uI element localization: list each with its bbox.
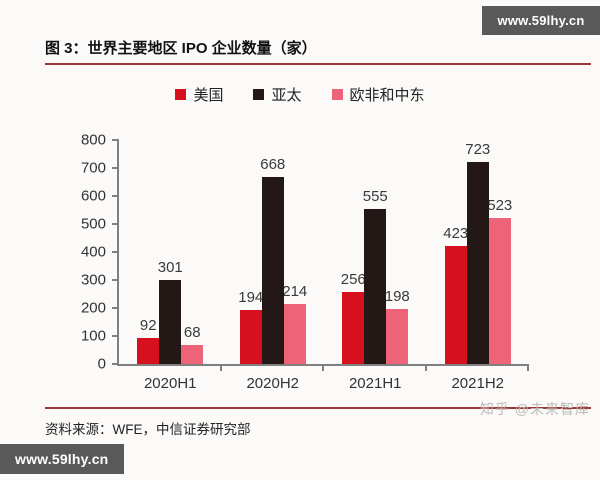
- bar-value-label: 723: [465, 140, 491, 158]
- y-axis-tick: [112, 279, 119, 281]
- y-axis-tick: [112, 139, 119, 141]
- bar-wrap: 723: [465, 142, 490, 364]
- bar-value-label: 668: [260, 155, 286, 173]
- legend-swatch-icon: [253, 89, 265, 100]
- bar-value-label: 256: [340, 271, 366, 289]
- legend-label: 亚太: [271, 87, 302, 104]
- bar-value-label: 214: [282, 283, 308, 301]
- bar-group-bars: 92 301 68: [137, 140, 204, 364]
- bar-欧非和中东-2021h2: [488, 217, 511, 364]
- bar-wrap: 423: [443, 226, 468, 364]
- bar-欧非和中东-2021h1: [386, 308, 409, 364]
- bar-wrap: 198: [385, 289, 410, 364]
- figure-title: 图 3：世界主要地区 IPO 企业数量（家）: [45, 37, 591, 65]
- bar-value-label: 301: [157, 258, 183, 276]
- y-axis-label: 400: [80, 243, 106, 261]
- bar-group-bars: 423 723 523: [443, 140, 512, 364]
- legend-swatch-icon: [175, 89, 187, 100]
- y-axis-label: 700: [80, 159, 106, 177]
- y-axis-tick: [112, 167, 119, 169]
- bar-亚太-2020h2: [261, 176, 284, 364]
- chart-plot-area: 0 100 200 300 400 500 600 700 800 92 301 68 2020H1 19…: [81, 133, 530, 392]
- y-axis-tick: [112, 335, 119, 337]
- bar-value-label: 523: [487, 196, 513, 214]
- x-axis-tick: [322, 364, 324, 371]
- bar-value-label: 555: [362, 187, 388, 205]
- bar-wrap: 668: [260, 157, 285, 364]
- bar-亚太-2021h1: [364, 208, 387, 364]
- bar-value-label: 68: [183, 323, 201, 341]
- y-axis-tick: [112, 223, 119, 225]
- bar-group-bars: 256 555 198: [341, 140, 410, 364]
- bar-wrap: 214: [282, 284, 307, 364]
- watermark-top-right: www.59lhy.cn: [482, 6, 600, 35]
- bar-group-2020h2: 194 668 214: [222, 140, 325, 364]
- bar-wrap: 194: [238, 290, 263, 364]
- legend-label: 欧非和中东: [349, 87, 425, 104]
- y-axis-tick: [112, 307, 119, 309]
- bar-value-label: 92: [139, 317, 157, 335]
- y-axis-tick: [112, 251, 119, 253]
- bar-欧非和中东-2020h2: [283, 304, 306, 364]
- legend-item-1: 亚太: [253, 84, 302, 105]
- x-axis-category-label: 2021H2: [451, 375, 505, 392]
- bar-value-label: 194: [238, 288, 264, 306]
- legend-item-2: 欧非和中东: [331, 84, 425, 105]
- x-axis-tick: [527, 364, 529, 371]
- bar-group-2021h2: 423 723 523: [427, 140, 530, 364]
- bar-value-label: 423: [443, 224, 469, 242]
- x-axis-category-label: 2021H1: [348, 375, 402, 392]
- figure-title-text: 图 3：世界主要地区 IPO 企业数量（家）: [45, 40, 317, 57]
- bar-美国-2021h1: [342, 292, 365, 364]
- legend-label: 美国: [193, 87, 224, 104]
- y-axis-label: 0: [97, 355, 106, 373]
- bar-wrap: 256: [341, 272, 366, 364]
- bar-亚太-2021h2: [466, 161, 489, 364]
- y-axis-label: 300: [80, 271, 106, 289]
- chart-legend: 美国 亚太 欧非和中东: [0, 84, 600, 105]
- x-axis-tick: [219, 364, 222, 371]
- y-axis-tick: [112, 363, 119, 365]
- bar-group-2020h1: 92 301 68: [119, 140, 222, 364]
- bar-wrap: 523: [487, 198, 512, 364]
- bar-欧非和中东-2020h1: [181, 344, 204, 364]
- watermark-bottom-left-text: www.59lhy.cn: [15, 451, 109, 467]
- x-axis-category-label: 2020H2: [246, 375, 300, 392]
- watermark-top-right-text: www.59lhy.cn: [497, 13, 585, 28]
- bar-美国-2020h1: [137, 338, 160, 364]
- bar-美国-2020h2: [239, 309, 262, 364]
- bar-wrap: 555: [363, 189, 388, 364]
- bar-group-bars: 194 668 214: [238, 140, 307, 364]
- watermark-bottom-left: www.59lhy.cn: [0, 444, 124, 474]
- legend-swatch-icon: [331, 89, 343, 100]
- attribution-watermark: 知乎 @未来智库: [479, 401, 590, 417]
- bar-wrap: 68: [181, 325, 204, 364]
- y-axis-tick: [112, 195, 119, 197]
- bar-group-2021h1: 256 555 198: [324, 140, 427, 364]
- y-axis-label: 200: [80, 299, 106, 317]
- x-axis-category-label: 2020H1: [143, 375, 197, 392]
- y-axis-label: 500: [80, 215, 106, 233]
- y-axis-label: 800: [80, 131, 106, 149]
- bar-美国-2021h2: [444, 245, 467, 364]
- figure-source-text: 资料来源：WFE，中信证券研究部: [45, 422, 251, 437]
- bar-wrap: 301: [158, 260, 183, 364]
- bar-value-label: 198: [384, 287, 410, 305]
- figure-source: 资料来源：WFE，中信证券研究部: [45, 407, 591, 438]
- legend-item-0: 美国: [175, 84, 223, 105]
- y-axis-label: 600: [80, 187, 106, 205]
- y-axis-label: 100: [80, 327, 106, 345]
- x-axis-tick: [424, 364, 427, 371]
- bar-wrap: 92: [137, 318, 160, 364]
- bar-亚太-2020h1: [159, 279, 182, 364]
